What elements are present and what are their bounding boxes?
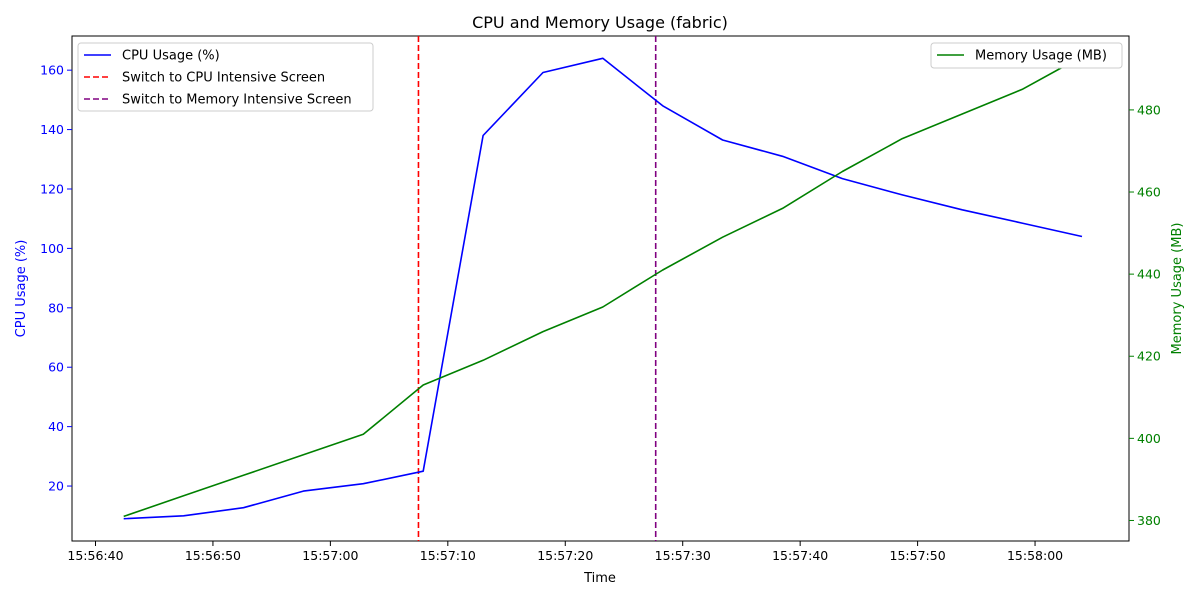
right-y-axis: 380 400 420 440 460 480 <box>1129 102 1161 528</box>
left-y-tick-label: 20 <box>48 479 64 494</box>
right-y-tick-label: 440 <box>1137 267 1161 282</box>
memory-usage-line <box>123 55 1083 518</box>
left-y-tick-label: 120 <box>40 181 64 196</box>
legend-label: Switch to CPU Intensive Screen <box>122 71 325 86</box>
event-lines <box>417 36 657 541</box>
x-tick-label: 15:57:20 <box>537 548 593 563</box>
legend-label: Memory Usage (MB) <box>975 49 1107 64</box>
legend-right-box <box>930 42 1123 69</box>
right-y-tick-label: 460 <box>1137 185 1161 200</box>
legend-right: Memory Usage (MB) <box>930 42 1123 69</box>
right-y-tick-label: 480 <box>1137 102 1161 117</box>
right-y-axis-label: Memory Usage (MB) <box>1170 223 1185 355</box>
legend-label: CPU Usage (%) <box>122 49 220 64</box>
cpu-usage-line <box>123 57 1083 520</box>
right-y-tick-label: 380 <box>1137 513 1161 528</box>
left-y-tick-label: 160 <box>40 63 64 78</box>
x-tick-label: 15:58:00 <box>1007 548 1063 563</box>
series-lines <box>123 55 1083 520</box>
left-y-axis: 20 40 60 80 100 120 140 160 <box>40 63 72 494</box>
x-tick-label: 15:57:10 <box>420 548 476 563</box>
x-axis-label: Time <box>583 571 616 586</box>
plot-area <box>71 35 1130 542</box>
legend-left: CPU Usage (%) Switch to CPU Intensive Scr… <box>77 42 374 112</box>
x-tick-label: 15:57:50 <box>890 548 946 563</box>
left-y-axis-label: CPU Usage (%) <box>14 240 29 338</box>
x-axis: 15:56:40 15:56:50 15:57:00 15:57:10 15:57:20… <box>67 541 1063 563</box>
left-y-tick-label: 100 <box>40 241 64 256</box>
x-tick-label: 15:57:00 <box>302 548 358 563</box>
x-tick-label: 15:56:40 <box>67 548 123 563</box>
left-y-tick-label: 40 <box>48 419 64 434</box>
x-tick-label: 15:57:30 <box>655 548 711 563</box>
right-y-tick-label: 420 <box>1137 349 1161 364</box>
chart-title: CPU and Memory Usage (fabric) <box>472 13 728 32</box>
x-tick-label: 15:56:50 <box>185 548 241 563</box>
right-y-tick-label: 400 <box>1137 431 1161 446</box>
x-tick-label: 15:57:40 <box>772 548 828 563</box>
legend-left-box <box>77 42 374 112</box>
left-y-tick-label: 60 <box>48 360 64 375</box>
left-y-tick-label: 140 <box>40 122 64 137</box>
legend-label: Switch to Memory Intensive Screen <box>122 93 352 108</box>
left-y-tick-label: 80 <box>48 300 64 315</box>
